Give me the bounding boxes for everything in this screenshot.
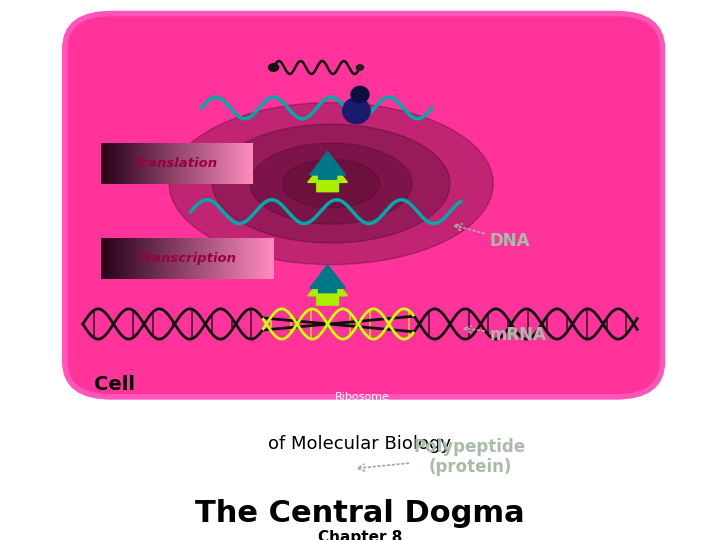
FancyBboxPatch shape <box>65 14 662 397</box>
Text: mRNA: mRNA <box>464 326 546 344</box>
Text: Ribosome: Ribosome <box>335 392 390 416</box>
Ellipse shape <box>282 159 380 208</box>
Ellipse shape <box>212 124 450 243</box>
Text: The Central Dogma: The Central Dogma <box>195 500 525 529</box>
Ellipse shape <box>351 86 369 103</box>
Text: Translation: Translation <box>135 157 218 170</box>
Text: Polypeptide
(protein): Polypeptide (protein) <box>358 438 526 476</box>
Text: of Molecular Biology: of Molecular Biology <box>269 435 451 453</box>
FancyArrow shape <box>308 158 348 192</box>
Ellipse shape <box>169 103 493 265</box>
Circle shape <box>356 65 364 70</box>
Ellipse shape <box>251 143 412 224</box>
FancyArrow shape <box>310 265 346 293</box>
Text: Chapter 8: Chapter 8 <box>318 530 402 540</box>
FancyArrow shape <box>308 271 348 305</box>
Text: DNA: DNA <box>454 224 530 249</box>
Ellipse shape <box>343 98 370 124</box>
Circle shape <box>269 64 279 71</box>
Text: Cell: Cell <box>94 375 135 394</box>
FancyArrow shape <box>310 151 346 179</box>
Text: Transcription: Transcription <box>138 252 236 266</box>
